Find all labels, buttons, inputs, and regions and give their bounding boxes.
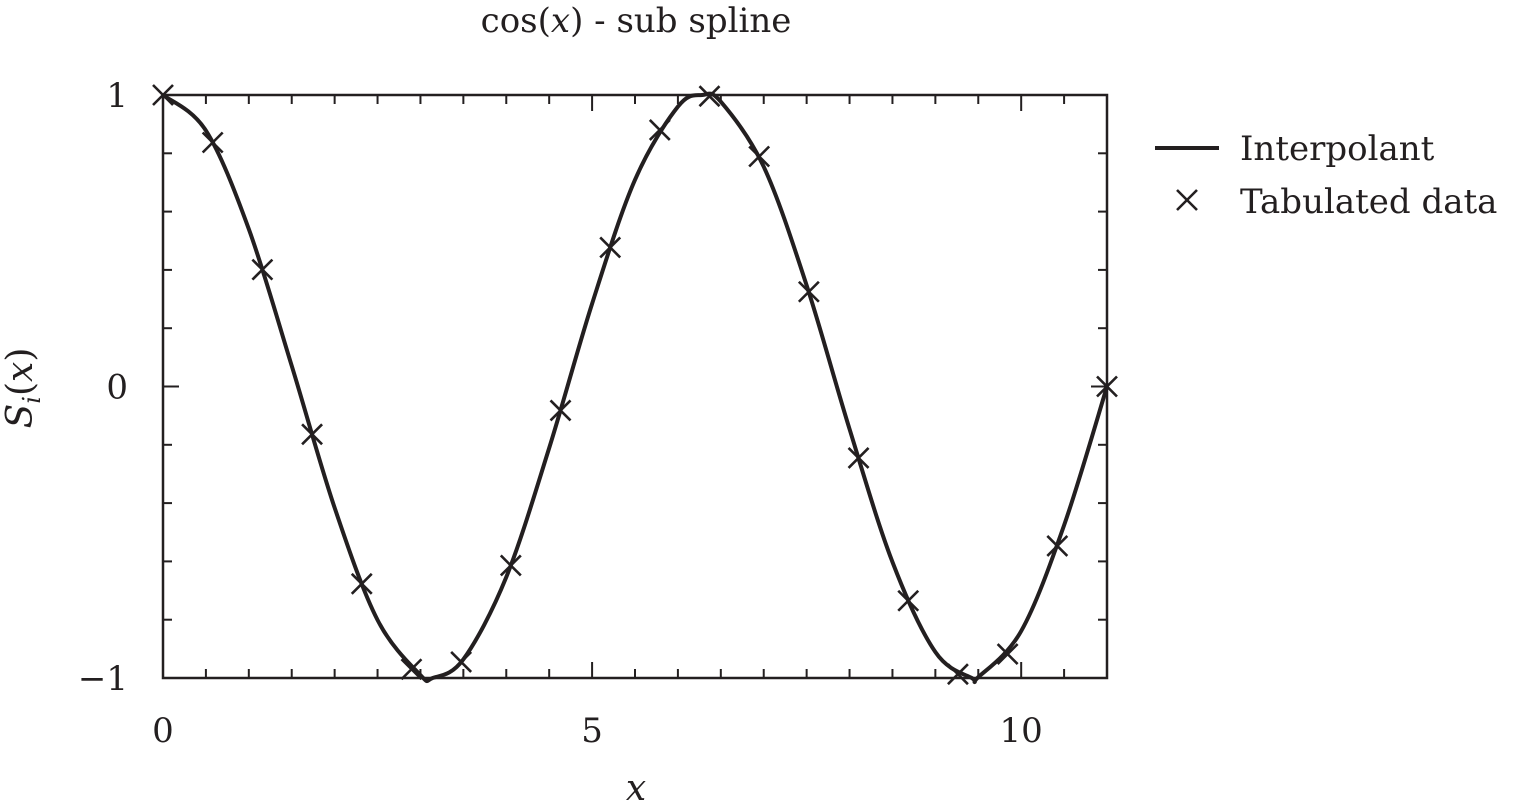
y-tick-label: 0 <box>106 368 128 408</box>
data-point-marker <box>748 145 771 168</box>
data-point-marker <box>996 643 1019 666</box>
x-axis-label: x <box>626 768 646 803</box>
plot-frame <box>161 93 1109 680</box>
data-point-marker <box>648 119 671 141</box>
series-interpolant-line <box>161 91 1109 685</box>
data-point-marker <box>897 589 920 612</box>
y-axis-label-var: x <box>0 362 41 382</box>
data-point-marker <box>599 236 622 259</box>
data-point-marker <box>251 258 274 281</box>
legend-entry-interpolant: Interpolant <box>1240 129 1435 169</box>
data-point-marker <box>350 572 373 595</box>
x-tick-label: 10 <box>1000 711 1043 751</box>
data-point-marker <box>797 280 820 303</box>
plot-area <box>152 84 1118 686</box>
data-point-marker <box>947 663 969 686</box>
legend-marker-swatch <box>1176 189 1198 211</box>
data-point-marker <box>201 131 224 154</box>
legend-entry-tabulated-data: Tabulated data <box>1240 182 1497 222</box>
y-tick-label: 1 <box>106 76 128 116</box>
chart-title-var: x <box>551 1 570 41</box>
y-tick-label: −1 <box>78 659 128 699</box>
data-point-marker <box>549 399 572 422</box>
data-point-marker <box>400 658 423 681</box>
data-point-marker <box>1046 535 1069 557</box>
chart-title-rest: ) - sub spline <box>570 1 791 41</box>
y-axis-label-close: ) <box>0 348 41 362</box>
data-point-marker <box>450 651 473 673</box>
data-point-marker <box>847 446 870 469</box>
chart-title: cos(x) - sub spline <box>481 1 792 41</box>
y-axis-label: Si(x) <box>0 348 46 429</box>
axis-tick-labels: 0 5 10 −1 0 1 <box>78 76 1043 751</box>
chart-title-func: cos( <box>481 1 551 41</box>
y-axis-label-s: S <box>0 404 41 429</box>
data-point-marker <box>301 423 323 446</box>
y-axis-label-open: ( <box>0 382 41 396</box>
x-tick-label: 5 <box>581 711 603 751</box>
data-point-marker <box>499 554 522 577</box>
x-tick-label: 0 <box>152 711 174 751</box>
y-axis-label-sub: i <box>18 396 46 404</box>
legend: Interpolant Tabulated data <box>1155 129 1497 222</box>
